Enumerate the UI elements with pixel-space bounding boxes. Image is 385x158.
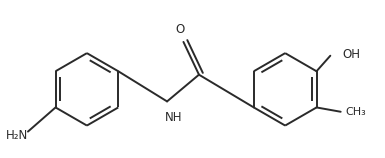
Text: CH₃: CH₃ <box>346 107 367 117</box>
Text: H₂N: H₂N <box>5 129 28 142</box>
Text: OH: OH <box>342 48 360 61</box>
Text: O: O <box>176 23 185 36</box>
Text: NH: NH <box>165 111 183 124</box>
